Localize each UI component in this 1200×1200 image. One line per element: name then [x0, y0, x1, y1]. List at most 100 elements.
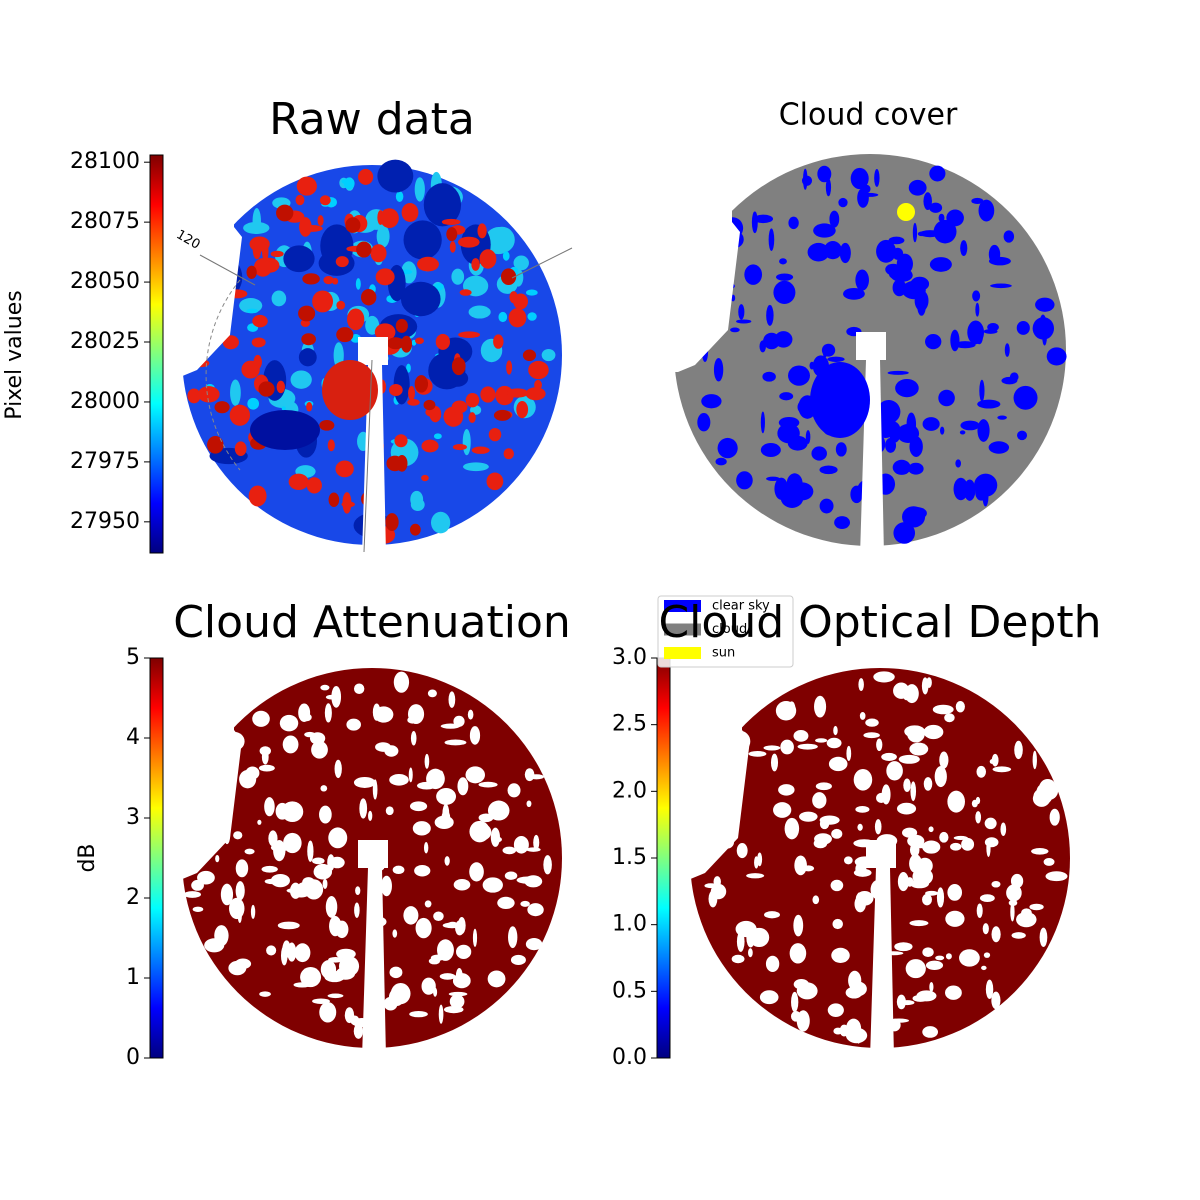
sky-blob [713, 876, 721, 888]
sky-blob [251, 337, 266, 348]
sky-blob [796, 1010, 810, 1032]
sky-blob [304, 731, 316, 738]
sky-blob [744, 264, 763, 285]
sky-blob [395, 191, 404, 202]
sky-blob [987, 323, 999, 332]
sky-blob [748, 750, 767, 757]
sky-blob [385, 513, 399, 532]
sky-blob [736, 319, 752, 324]
sun-marker [897, 203, 915, 221]
sky-blob [516, 876, 539, 884]
sky-blob [498, 311, 508, 323]
sky-blob [276, 204, 294, 222]
sky-blob [819, 818, 830, 830]
sky-blob [429, 405, 442, 423]
sky-blob [356, 241, 372, 258]
sky-blob [307, 840, 314, 862]
sky-blob [856, 892, 863, 911]
sky-blob [401, 203, 419, 223]
sky-blob [770, 753, 779, 772]
sky-blob [319, 1002, 337, 1023]
sky-blob [984, 817, 997, 830]
sky-blob [811, 446, 827, 461]
sky-blob [991, 926, 1001, 943]
sky-blob [825, 178, 832, 197]
sky-blob [421, 977, 436, 995]
sky-blob [331, 685, 342, 708]
sky-blob [928, 826, 934, 833]
sky-blob [414, 864, 431, 877]
colorbar-tick-label: 28000 [70, 389, 140, 414]
sky-blob [773, 280, 796, 304]
sky-blob [359, 798, 368, 819]
sky-blob [960, 420, 980, 431]
sky-blob [1001, 376, 1018, 385]
sky-blob [934, 766, 947, 788]
sky-blob [229, 897, 245, 920]
sky-blob [385, 806, 394, 816]
sky-blob [207, 435, 224, 454]
sky-blob [843, 287, 865, 300]
sky-blob [775, 809, 784, 814]
sky-blob [389, 774, 409, 786]
colorbar-tick-label: 28025 [70, 329, 140, 354]
sky-blob [807, 242, 830, 262]
sky-blob [389, 966, 403, 979]
sky-blob [977, 419, 990, 442]
sky-blob [909, 436, 923, 457]
sky-blob [474, 824, 492, 841]
colorbar-tick-label: 4 [126, 725, 140, 750]
sky-blob [444, 856, 450, 866]
colorbar-tick-label: 27950 [70, 509, 140, 534]
sky-blob [904, 725, 926, 738]
sky-blob [435, 333, 450, 350]
sky-blob [421, 439, 439, 453]
sky-blob [929, 165, 946, 182]
sky-blob [874, 168, 880, 187]
sky-blob [453, 879, 471, 891]
sky-blob [503, 448, 514, 460]
sky-blob [986, 838, 991, 857]
sky-blob [434, 283, 444, 291]
sky-blob [1032, 750, 1037, 770]
sky-blob [768, 228, 775, 251]
colorbar-tick-label: 1.5 [612, 845, 647, 870]
sky-blob [197, 386, 220, 403]
sky-blob [717, 437, 738, 459]
sky-blob [319, 195, 331, 206]
sky-blob [910, 781, 917, 802]
sky-blob [950, 842, 962, 851]
sky-blob [788, 365, 810, 386]
sky-blob [827, 1003, 844, 1017]
sky-blob [327, 439, 335, 452]
sky-blob [522, 349, 537, 362]
sky-blob [893, 522, 916, 544]
sky-blob [1010, 873, 1024, 889]
sky-blob [465, 766, 486, 784]
sky-blob [320, 684, 330, 691]
sky-blob [427, 689, 437, 698]
sky-blob [983, 952, 991, 958]
sky-blob [715, 457, 727, 466]
sky-blob [298, 305, 316, 322]
sky-blob [246, 265, 257, 279]
sky-blob [281, 406, 286, 411]
sky-blob [1014, 740, 1023, 760]
sky-blob [526, 800, 532, 808]
sky-blob [713, 357, 724, 382]
sky-blob [299, 217, 312, 237]
sky-blob [760, 411, 765, 434]
sky-blob [513, 255, 529, 271]
sky-blob [446, 370, 469, 387]
sky-blob [268, 830, 278, 847]
sky-blob [730, 327, 740, 333]
sky-blob [922, 417, 940, 431]
sky-blob [262, 240, 269, 262]
sky-blob [392, 929, 398, 938]
sky-blob [320, 785, 328, 792]
sky-blob [526, 847, 541, 852]
sky-blob [317, 215, 324, 226]
sky-blob [863, 732, 880, 739]
sky-blob [423, 842, 429, 854]
